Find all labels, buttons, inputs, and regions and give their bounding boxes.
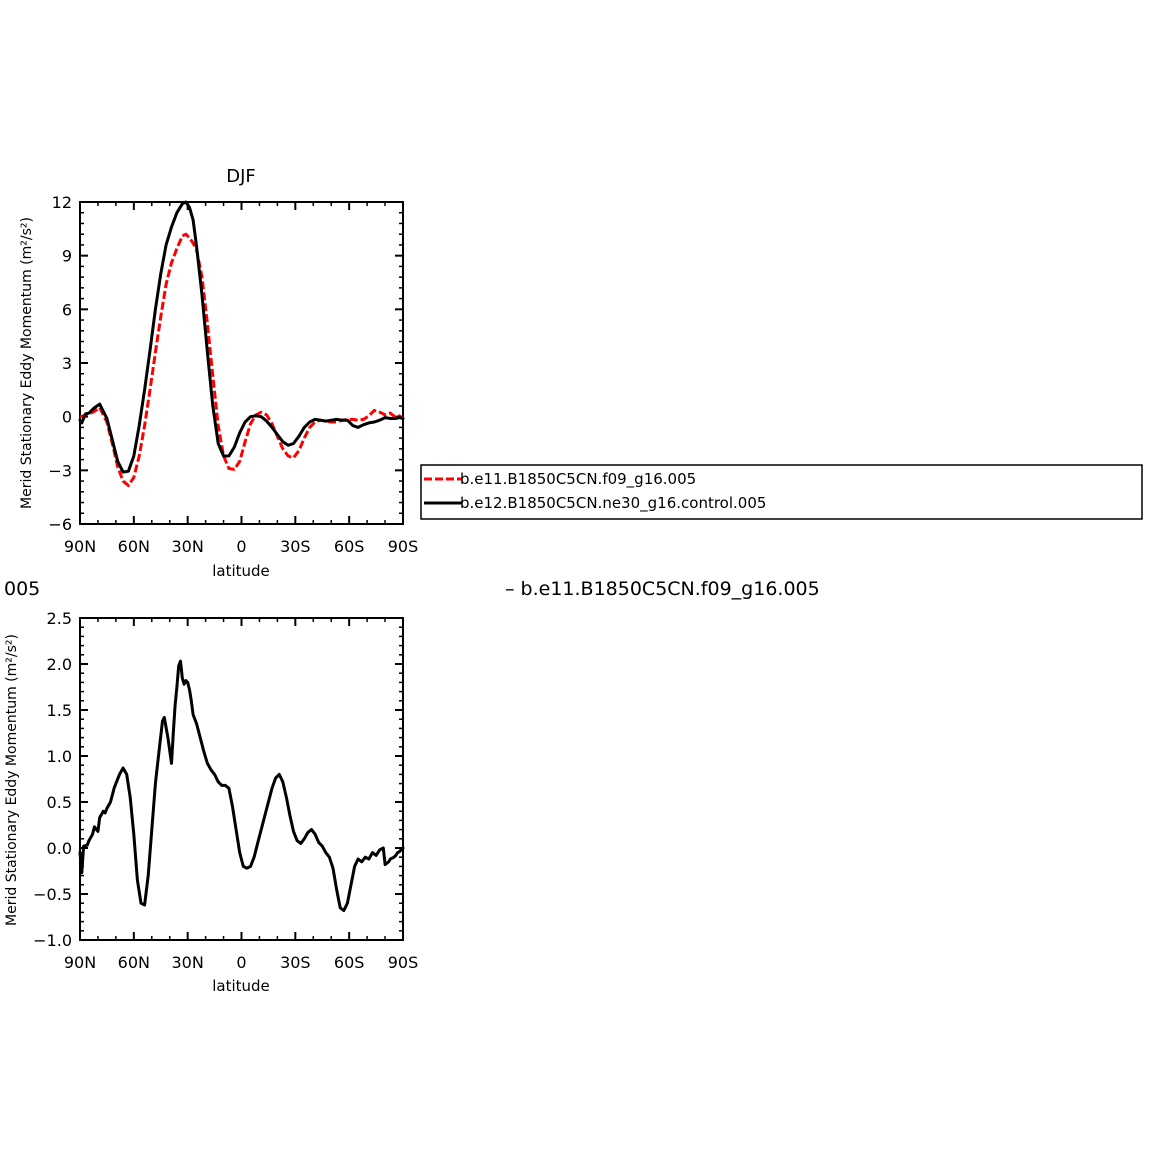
x-tick-label: 30N <box>172 537 204 556</box>
y-tick-label: 3 <box>62 354 72 373</box>
y-tick-labels: −6 −3 0 3 6 9 12 <box>48 193 72 534</box>
y-tick-label: −1.0 <box>33 931 72 950</box>
y-tick-label: 1.5 <box>47 701 72 720</box>
y-tick-label: 2.0 <box>47 655 72 674</box>
series-line-1 <box>79 232 404 487</box>
y-tick-label: −6 <box>48 515 72 534</box>
x-tick-label: 0 <box>236 537 246 556</box>
x-tick-label: 90S <box>388 953 419 972</box>
x-tick-label: 90N <box>64 953 96 972</box>
y-tick-label: 6 <box>62 300 72 319</box>
bottom-panel: −1.0 −0.5 0.0 0.5 1.0 1.5 2.0 2.5 90N 60N 30N 0 30S… <box>4 609 418 995</box>
panel-id-label: 005 <box>4 578 40 600</box>
x-tick-label: 90S <box>388 537 419 556</box>
chart-title: DJF <box>226 166 256 187</box>
x-tick-label: 0 <box>236 953 246 972</box>
x-tick-label: 60N <box>118 537 150 556</box>
plot-frame <box>79 201 404 525</box>
series-layer <box>78 200 405 487</box>
x-tick-label: 60N <box>118 953 150 972</box>
y-tick-label: 9 <box>62 247 72 266</box>
y-tick-label: 0 <box>62 408 72 427</box>
y-tick-label: −3 <box>48 461 72 480</box>
y-tick-label: 12 <box>52 193 72 212</box>
legend-entry-2: b.e12.B1850C5CN.ne30_g16.control.005 <box>460 494 766 513</box>
y-tick-labels: −1.0 −0.5 0.0 0.5 1.0 1.5 2.0 2.5 <box>33 609 72 950</box>
y-tick-label: 0.5 <box>47 793 72 812</box>
axis-ticks <box>79 617 404 941</box>
axis-ticks <box>79 201 404 525</box>
legend-box <box>420 464 1143 520</box>
y-axis-label: Merid Stationary Eddy Momentum (m²/s²) <box>19 217 35 509</box>
x-tick-label: 30S <box>280 537 311 556</box>
y-tick-label: 2.5 <box>47 609 72 628</box>
x-tick-label: 60S <box>334 953 365 972</box>
y-tick-label: −0.5 <box>33 885 72 904</box>
legend: b.e11.B1850C5CN.f09_g16.005 b.e12.B1850C… <box>420 464 1143 520</box>
x-tick-label: 60S <box>334 537 365 556</box>
x-axis-label: latitude <box>212 977 270 995</box>
y-tick-label: 1.0 <box>47 747 72 766</box>
top-panel: DJF −6 −3 0 3 6 9 12 90N 60N 30N 0 30S 60S 90S latit… <box>19 166 418 580</box>
x-tick-labels: 90N 60N 30N 0 30S 60S 90S <box>64 953 418 972</box>
x-axis-label: latitude <box>212 562 270 580</box>
series-line-2 <box>78 200 405 474</box>
panel-caption: – b.e11.B1850C5CN.f09_g16.005 <box>505 578 820 600</box>
series-line-1 <box>78 659 405 913</box>
legend-entry-1: b.e11.B1850C5CN.f09_g16.005 <box>460 470 696 489</box>
series-layer <box>78 659 405 913</box>
y-axis-label: Merid Stationary Eddy Momentum (m²/s²) <box>4 634 20 926</box>
x-tick-label: 90N <box>64 537 96 556</box>
x-tick-labels: 90N 60N 30N 0 30S 60S 90S <box>64 537 418 556</box>
x-tick-label: 30N <box>172 953 204 972</box>
y-tick-label: 0.0 <box>47 839 72 858</box>
x-tick-label: 30S <box>280 953 311 972</box>
